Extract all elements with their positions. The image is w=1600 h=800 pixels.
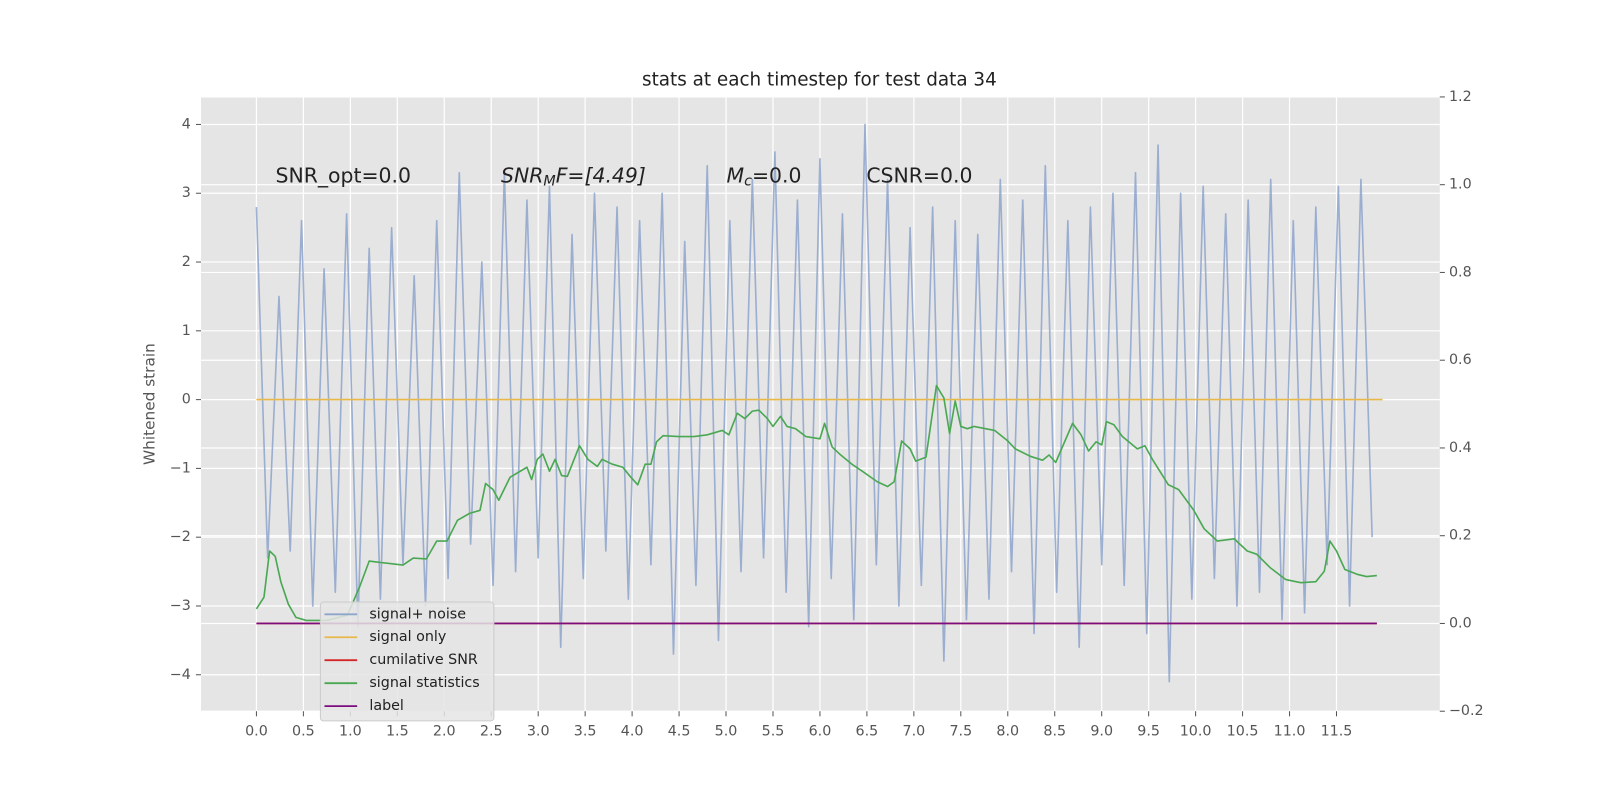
y-tick-label: 2 — [182, 254, 191, 270]
legend-label: cumilative SNR — [369, 652, 477, 668]
x-tick-label: 7.5 — [949, 724, 972, 740]
x-tick-label: 3.5 — [574, 724, 597, 740]
y-tick-label: 4 — [182, 116, 191, 132]
annotation: Mc=0.0 — [727, 164, 802, 190]
x-tick-label: 9.5 — [1137, 724, 1160, 740]
annotation: SNRMF=[4.49] — [501, 164, 646, 190]
x-tick-label: 6.0 — [809, 724, 832, 740]
y2-tick-label: 0.4 — [1449, 440, 1472, 456]
x-tick-label: 2.0 — [433, 724, 456, 740]
y2-tick-label: 1.0 — [1449, 177, 1472, 193]
annotation-sub: M — [543, 174, 555, 190]
y-tick-label: −4 — [170, 667, 191, 683]
legend-label: label — [369, 698, 404, 714]
x-tick-label: 4.0 — [621, 724, 644, 740]
chart-title: stats at each timestep for test data 34 — [642, 70, 997, 91]
y2-tick-label: 0.0 — [1449, 615, 1472, 631]
x-tick-label: 0.0 — [245, 724, 268, 740]
annotation-text: CSNR=0.0 — [866, 164, 972, 188]
x-tick-label: 2.5 — [480, 724, 503, 740]
x-tick-label: 4.5 — [668, 724, 691, 740]
legend-box — [319, 601, 495, 722]
y-tick-label: 0 — [182, 392, 191, 408]
x-tick-label: 5.0 — [715, 724, 738, 740]
annotation-text: SNR_opt=0.0 — [276, 164, 412, 189]
x-tick-label: 6.5 — [856, 724, 879, 740]
x-tick-label: 3.0 — [527, 724, 550, 740]
y2-tick-label: 1.2 — [1449, 89, 1472, 105]
legend-label: signal only — [369, 629, 446, 645]
annotation-tail: =0.0 — [752, 164, 802, 188]
annotation-tail: F=[4.49] — [556, 164, 646, 188]
x-tick-label: 7.0 — [903, 724, 926, 740]
x-tick-label: 11.5 — [1321, 724, 1353, 740]
y-tick-label: −3 — [170, 598, 191, 614]
x-tick-label: 5.5 — [762, 724, 785, 740]
y-axis-label: Whitened strain — [141, 343, 159, 465]
annotation: CSNR=0.0 — [866, 164, 972, 188]
x-tick-label: 1.5 — [386, 724, 409, 740]
y2-tick-label: −0.2 — [1449, 703, 1484, 719]
x-tick-label: 8.5 — [1043, 724, 1066, 740]
y2-tick-label: 0.6 — [1449, 352, 1472, 368]
annotation: SNR_opt=0.0 — [276, 164, 412, 189]
x-tick-label: 1.0 — [339, 724, 362, 740]
legend-label: signal statistics — [369, 675, 479, 691]
x-tick-label: 0.5 — [292, 724, 315, 740]
annotation-base: SNR — [501, 164, 543, 188]
y2-tick-label: 0.2 — [1449, 528, 1472, 544]
x-tick-label: 9.0 — [1090, 724, 1113, 740]
x-tick-label: 8.0 — [996, 724, 1019, 740]
x-tick-label: 10.5 — [1227, 724, 1259, 740]
x-tick-label: 11.0 — [1274, 724, 1306, 740]
x-tick-label: 10.0 — [1180, 724, 1212, 740]
y-tick-label: 1 — [182, 323, 191, 339]
annotation-base: M — [727, 164, 745, 188]
series-line — [255, 384, 1377, 622]
y-tick-label: −1 — [170, 460, 191, 476]
y-tick-label: 3 — [182, 185, 191, 201]
y-tick-label: −2 — [170, 529, 191, 545]
legend-label: signal+ noise — [369, 606, 466, 622]
annotation-sub: c — [744, 174, 752, 190]
y2-tick-label: 0.8 — [1449, 264, 1472, 280]
